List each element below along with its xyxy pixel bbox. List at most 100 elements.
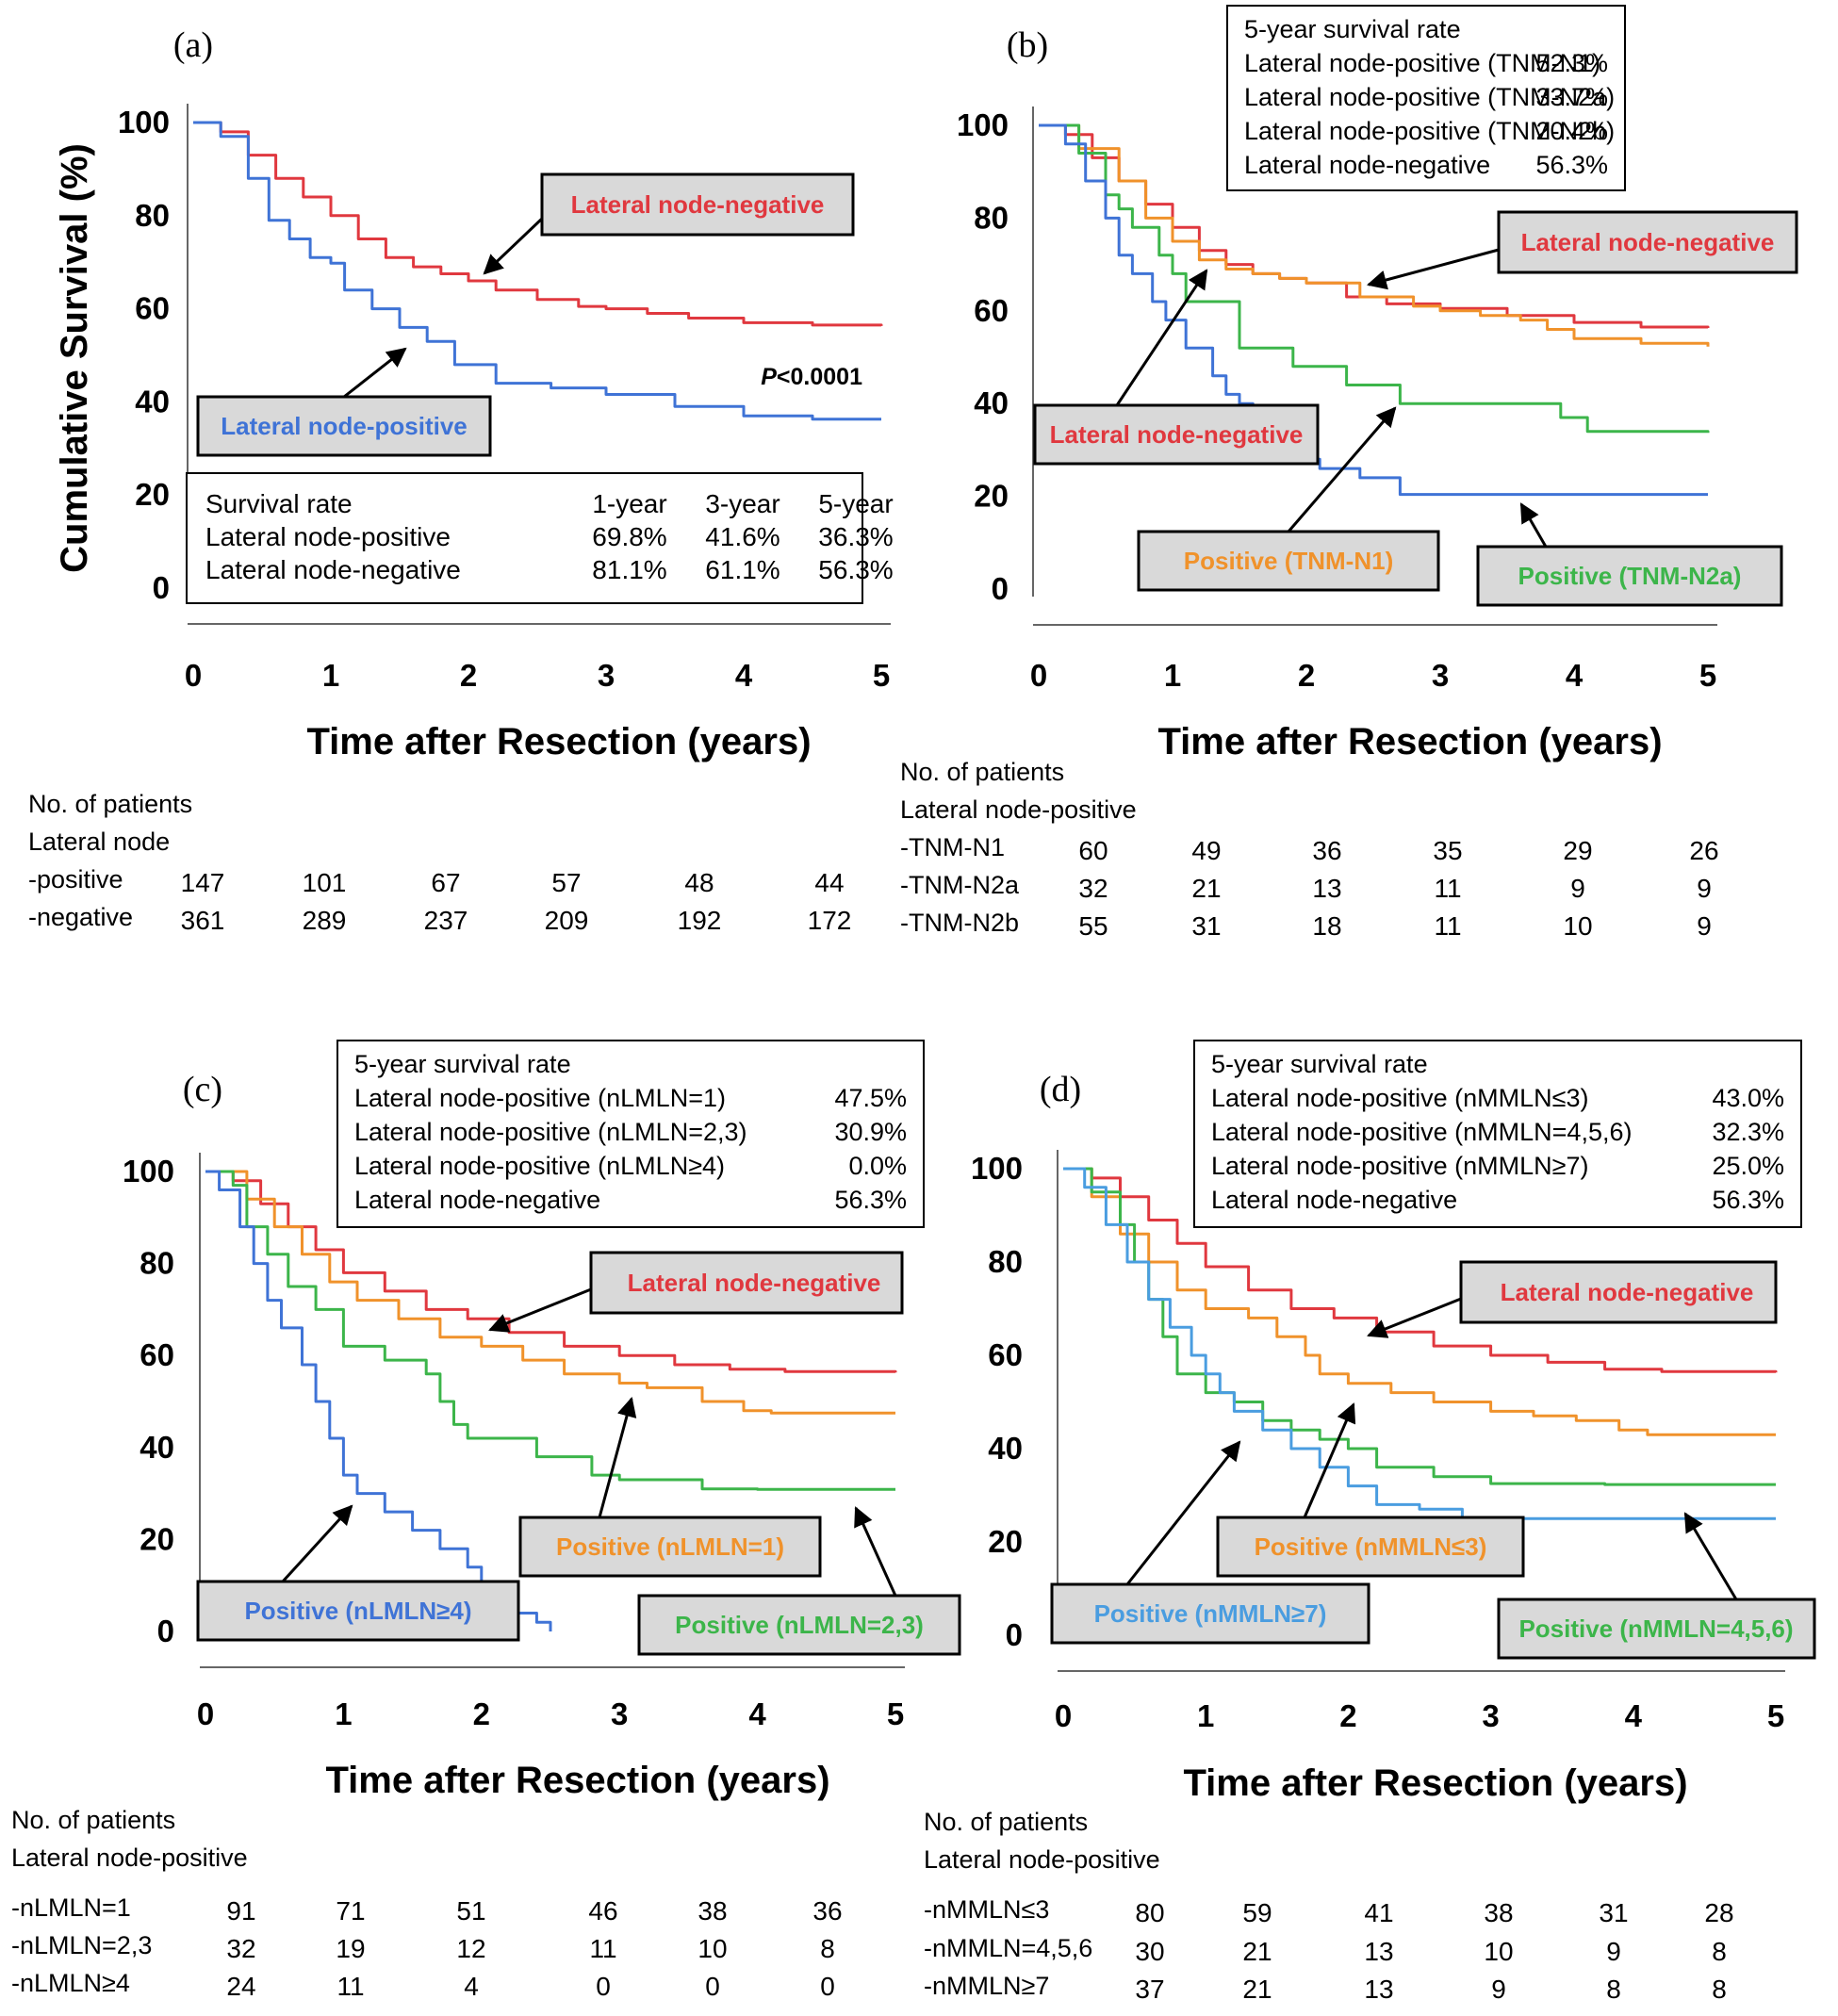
x-tick-label: 1	[335, 1696, 352, 1731]
risk-table-row-label: -TNM-N2b	[900, 909, 1019, 937]
risk-table-count: 59	[1242, 1898, 1272, 1927]
y-tick-label: 0	[992, 571, 1009, 606]
survival-table-cell: 36.3%	[818, 522, 893, 551]
legend-table-value: 20.4%	[1535, 117, 1608, 145]
x-tick-label: 3	[1482, 1698, 1499, 1733]
legend-table-title: 5-year survival rate	[1244, 15, 1461, 43]
x-tick-label: 3	[611, 1696, 628, 1731]
risk-table-count: 0	[820, 1972, 835, 2001]
survival-table-cell: 56.3%	[818, 555, 893, 584]
risk-table-count: 9	[1697, 874, 1712, 903]
survival-table-cell: 69.8%	[592, 522, 666, 551]
annotation-label: Positive (nMMLN=4,5,6)	[1518, 1614, 1793, 1643]
risk-table-row-label: -nMMLN≥7	[924, 1972, 1049, 2000]
annotation-arrow	[1287, 406, 1397, 533]
annotation-box	[196, 395, 492, 457]
y-tick-label: 20	[139, 1521, 174, 1556]
risk-table-count: 26	[1689, 836, 1718, 865]
risk-table-count: 32	[1078, 874, 1108, 903]
survival-curve	[1063, 1167, 1776, 1486]
risk-table-count: 48	[684, 868, 714, 897]
annotation-arrow	[343, 347, 407, 399]
annotation-label: Positive (TNM-N2a)	[1518, 562, 1742, 590]
risk-table-row-label: -TNM-N1	[900, 833, 1005, 861]
annotation-label: Lateral node-negative	[1521, 228, 1775, 256]
y-tick-label: 40	[974, 385, 1009, 420]
risk-table-title: No. of patients	[11, 1806, 175, 1834]
legend-table-value: 25.0%	[1712, 1152, 1784, 1180]
annotation-box	[1497, 210, 1798, 274]
survival-table-header: 1-year	[592, 489, 666, 518]
risk-table-row-label: -nMMLN=4,5,6	[924, 1934, 1092, 1962]
annotation-label: Positive (TNM-N1)	[1184, 547, 1393, 575]
risk-table-count: 30	[1135, 1937, 1164, 1966]
y-axis-title: Cumulative Survival (%)	[54, 143, 95, 573]
y-tick-label: 0	[1006, 1617, 1023, 1652]
legend-table-value: 43.0%	[1712, 1084, 1784, 1112]
legend-table-label: Lateral node-positive (nMMLN≥7)	[1211, 1152, 1589, 1180]
risk-table-count: 21	[1242, 1975, 1272, 2004]
panel-b: (b) 0 20 40 60 80 100 0 1 2 3 4 5 Time after Resectio…	[900, 5, 1798, 941]
annotation-arrow	[1367, 1297, 1462, 1338]
annotation-arrow	[483, 217, 544, 275]
x-tick-label: 5	[873, 658, 890, 693]
legend-table-value: 47.5%	[834, 1084, 907, 1112]
annotation-arrow	[1366, 248, 1500, 290]
survival-curve	[1039, 123, 1710, 347]
annotation-box	[518, 1516, 822, 1578]
legend-table-label: Lateral node-positive (TNM-N1)	[1244, 49, 1600, 77]
x-tick-label: 4	[1566, 658, 1584, 693]
risk-table-group: Lateral node-positive	[924, 1845, 1160, 1874]
survival-curve	[205, 1170, 895, 1491]
annotation-label: Lateral node-negative	[1050, 420, 1304, 449]
panel-label: (c)	[183, 1070, 222, 1109]
legend-table-box	[1226, 5, 1626, 191]
x-tick-label: 2	[460, 658, 477, 693]
survival-table-header: 3-year	[705, 489, 780, 518]
x-tick-label: 4	[735, 658, 753, 693]
p-value: P<0.0001	[761, 364, 862, 390]
risk-table-count: 13	[1364, 1975, 1393, 2004]
legend-table-value: 56.3%	[1712, 1186, 1784, 1214]
legend-table-value: 30.9%	[834, 1118, 907, 1146]
legend-table-value: 56.3%	[834, 1186, 907, 1214]
survival-table-cell: Lateral node-negative	[205, 555, 461, 584]
risk-table-count: 24	[226, 1972, 255, 2001]
risk-table-count: 49	[1191, 836, 1221, 865]
risk-table-count: 147	[181, 868, 225, 897]
risk-table-row-label: -nLMLN=2,3	[11, 1931, 152, 1959]
risk-table-count: 8	[1606, 1975, 1621, 2004]
survival-curve	[205, 1170, 897, 1373]
y-tick-label: 100	[123, 1154, 174, 1188]
x-axis-title: Time after Resection (years)	[1157, 721, 1662, 762]
risk-table-count: 10	[697, 1934, 727, 1963]
risk-table-count: 12	[456, 1934, 485, 1963]
x-tick-label: 5	[887, 1696, 904, 1731]
risk-table-count: 11	[336, 1972, 364, 2001]
annotation-box	[589, 1251, 904, 1315]
annotation-label: Lateral node-negative	[628, 1269, 881, 1297]
y-tick-label: 0	[153, 570, 170, 605]
risk-table-count: 9	[1491, 1975, 1506, 2004]
panel-a: (a) 0 20 40 60 80 100 0 1 2 3 4 5 Time after Resectio…	[28, 25, 894, 935]
annotation-label: Positive (nLMLN≥4)	[244, 1597, 471, 1625]
panel-d: (d) 0 20 40 60 80 100 0 1 2 3 4 5 Time after Resectio…	[924, 1040, 1816, 2004]
y-tick-label: 0	[157, 1614, 174, 1648]
annotation-arrow	[488, 1287, 592, 1333]
survival-table-header: 5-year	[818, 489, 893, 518]
x-tick-label: 0	[1030, 658, 1047, 693]
risk-table-row-label: -nLMLN≥4	[11, 1969, 130, 1997]
survival-curve	[193, 121, 881, 421]
risk-table-count: 101	[303, 868, 347, 897]
legend-table-label: Lateral node-negative	[354, 1186, 600, 1214]
legend-table-label: Lateral node-positive (TNM-N2b)	[1244, 117, 1615, 145]
y-tick-label: 80	[988, 1244, 1023, 1279]
x-axis-title: Time after Resection (years)	[306, 721, 811, 762]
y-tick-label: 100	[118, 105, 170, 139]
x-tick-label: 4	[748, 1696, 766, 1731]
legend-table-box	[1193, 1040, 1802, 1228]
survival-curve	[205, 1170, 895, 1415]
risk-table-count: 35	[1433, 836, 1462, 865]
